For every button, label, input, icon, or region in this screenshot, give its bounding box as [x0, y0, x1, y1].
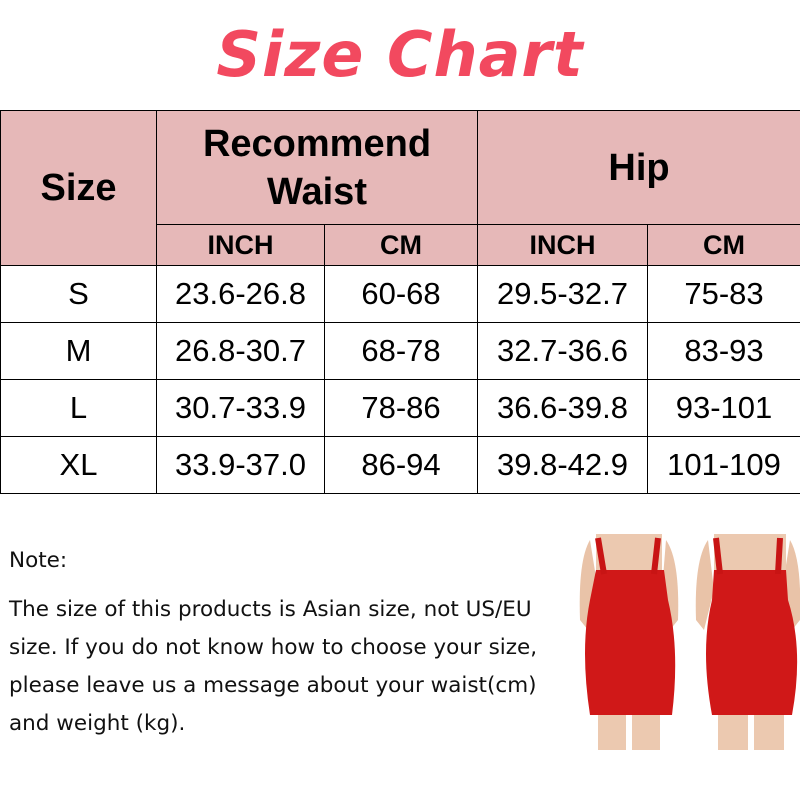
measurement-cell: 83-93 [647, 322, 800, 380]
measurement-cell: 68-78 [324, 322, 478, 380]
measurement-cell: 75-83 [647, 265, 800, 323]
table-row: XL 33.9-37.0 86-94 39.8-42.9 101-109 [0, 436, 800, 494]
header-size: Size [0, 110, 157, 266]
header-hip: Hip [477, 110, 800, 225]
measurement-cell: 60-68 [324, 265, 478, 323]
measurement-cell: 39.8-42.9 [477, 436, 648, 494]
measurement-cell: 101-109 [647, 436, 800, 494]
measurement-cell: 78-86 [324, 379, 478, 437]
measurement-cell: 86-94 [324, 436, 478, 494]
table-row: S 23.6-26.8 60-68 29.5-32.7 75-83 [0, 265, 800, 323]
note-line: size. If you do not know how to choose y… [9, 635, 538, 660]
header-waist-label: Recommend Waist [202, 122, 432, 213]
unit-header: CM [647, 224, 800, 266]
figure-left [579, 534, 679, 750]
measurement-cell: 26.8-30.7 [156, 322, 325, 380]
table-row: M 26.8-30.7 68-78 32.7-36.6 83-93 [0, 322, 800, 380]
measurement-cell: 33.9-37.0 [156, 436, 325, 494]
page-title: Size Chart [216, 18, 584, 91]
figure-right [695, 534, 800, 750]
measurement-cell: 93-101 [647, 379, 800, 437]
size-cell: XL [0, 436, 157, 494]
note-line: and weight (kg). [9, 711, 186, 736]
measurement-cell: 30.7-33.9 [156, 379, 325, 437]
measurement-cell: 36.6-39.8 [477, 379, 648, 437]
note-line: please leave us a message about your wai… [9, 673, 537, 698]
measurement-cell: 29.5-32.7 [477, 265, 648, 323]
size-cell: L [0, 379, 157, 437]
note-line: The size of this products is Asian size,… [9, 597, 532, 622]
size-cell: S [0, 265, 157, 323]
unit-header: CM [324, 224, 478, 266]
measurement-cell: 23.6-26.8 [156, 265, 325, 323]
table-row: L 30.7-33.9 78-86 36.6-39.8 93-101 [0, 379, 800, 437]
header-waist: Recommend Waist [156, 110, 478, 225]
size-chart-table: Size Recommend Waist Hip INCH CM INCH CM… [0, 110, 800, 494]
note-heading: Note: [9, 548, 68, 573]
measurement-cell: 32.7-36.6 [477, 322, 648, 380]
unit-header: INCH [156, 224, 325, 266]
size-cell: M [0, 322, 157, 380]
unit-header: INCH [477, 224, 648, 266]
note: Note: The size of this products is Asian… [9, 542, 537, 743]
dress-photo [579, 534, 800, 750]
